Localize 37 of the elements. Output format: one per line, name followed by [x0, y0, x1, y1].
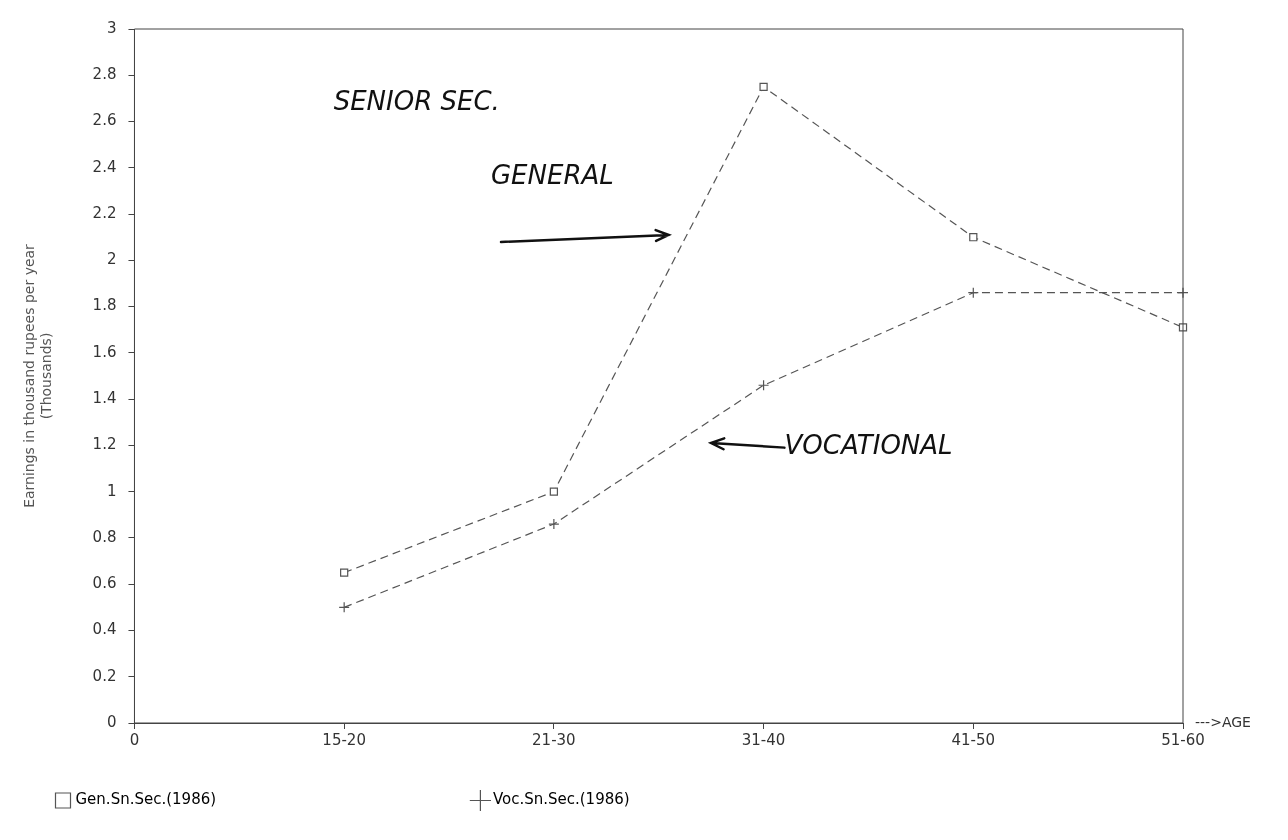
- y-tick-label: 0.4: [92, 620, 117, 639]
- annotation: VOCATIONAL: [784, 430, 953, 461]
- y-tick-label: 1: [106, 481, 117, 500]
- point: [340, 568, 349, 577]
- x-tick-label: 51-60: [1161, 730, 1205, 749]
- point: [757, 379, 770, 391]
- y-tick-label: 0.8: [92, 527, 117, 546]
- y-tick-label: 0.2: [92, 666, 117, 685]
- y-tick-label: 3: [106, 18, 117, 37]
- y-tick-label: 0.6: [92, 574, 117, 593]
- annotation: SENIOR SEC.: [333, 85, 500, 116]
- y-tick-label: 1.2: [92, 435, 117, 454]
- point: [549, 487, 559, 496]
- annotation: GENERAL: [490, 159, 614, 190]
- x-tick-label: 0: [129, 730, 140, 749]
- y-tick-label: 2.8: [92, 65, 117, 84]
- y-tick-label: 1.8: [92, 296, 117, 315]
- y-tick-label: 2.6: [92, 111, 117, 130]
- point: [967, 287, 979, 299]
- y-tick-label: 2.4: [92, 157, 117, 176]
- y-tick-label: 1.4: [92, 389, 117, 408]
- point: [969, 233, 978, 242]
- x-axis-title: --->AGE: [1195, 713, 1251, 730]
- y-tick-label: 1.6: [92, 342, 117, 361]
- point: [548, 518, 560, 530]
- x-tick-label: 21-30: [532, 730, 576, 749]
- y-tick-label: 2: [106, 250, 117, 269]
- legend-label: Voc.Sn.Sec.(1986): [492, 790, 849, 809]
- legend-label: Gen.Sn.Sec.(1986): [75, 790, 436, 809]
- x-tick-label: 15-20: [322, 730, 366, 749]
- x-tick-label: 41-50: [951, 730, 996, 749]
- x-tick-label: 31-40: [741, 730, 786, 749]
- y-tick-label: 0: [106, 712, 117, 731]
- y-tick-label: 2.2: [92, 203, 117, 222]
- point: [338, 601, 350, 613]
- point: [759, 82, 768, 91]
- y-axis-title: Earnings in thousand rupees per year (Thousands): [21, 243, 54, 508]
